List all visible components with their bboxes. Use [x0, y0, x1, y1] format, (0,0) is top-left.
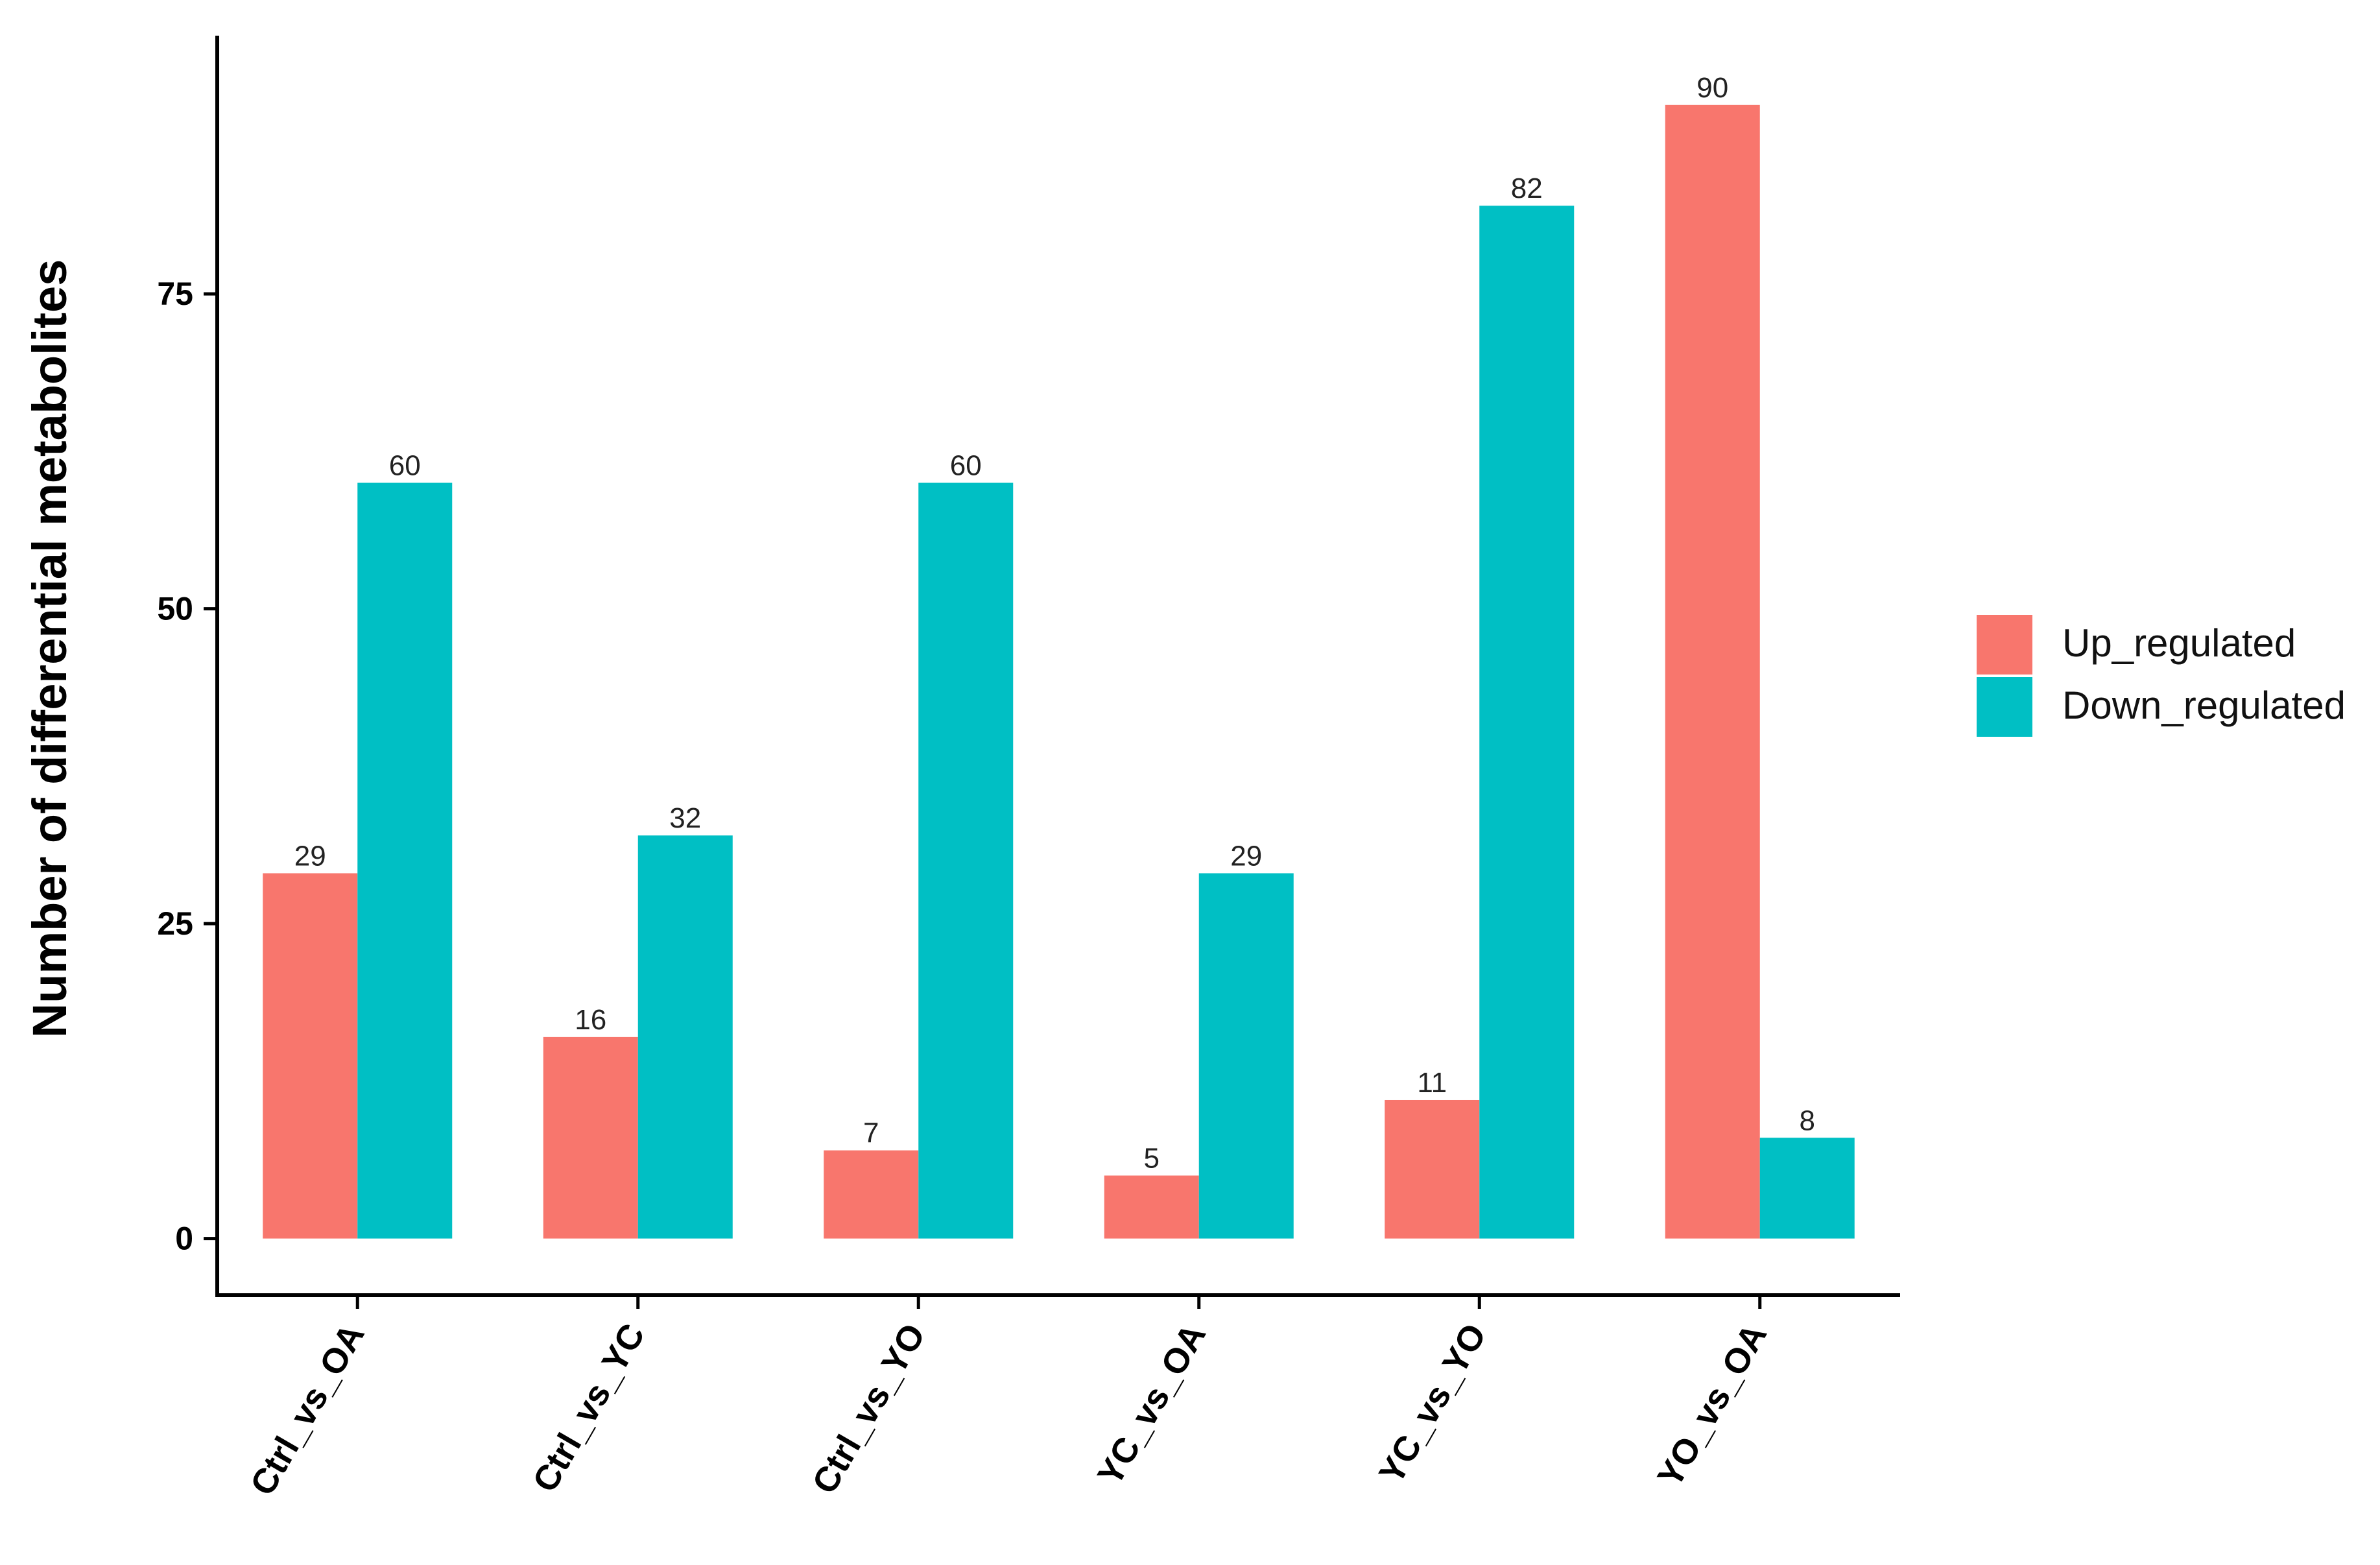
bar-down-regulated-ctrl-vs-yo	[918, 483, 1014, 1239]
data-label: 29	[1230, 840, 1262, 872]
data-label: 5	[1144, 1143, 1160, 1175]
x-tick-label: YC_vs_OA	[1090, 1317, 1213, 1492]
bar-down-regulated-ctrl-vs-yc	[637, 835, 733, 1239]
data-label: 82	[1511, 173, 1543, 204]
legend-label: Down_regulated	[2062, 684, 2346, 727]
x-tick-label: YC_vs_YO	[1372, 1317, 1494, 1490]
y-tick-label: 0	[175, 1221, 193, 1257]
y-tick-label: 50	[157, 591, 193, 627]
data-label: 32	[669, 802, 701, 834]
data-label: 11	[1417, 1067, 1447, 1099]
bar-down-regulated-yc-vs-oa	[1198, 873, 1294, 1239]
bars-layer	[263, 104, 1855, 1239]
y-tick-label: 75	[157, 276, 193, 312]
bar-up-regulated-ctrl-vs-yc	[543, 1036, 638, 1239]
data-label: 90	[1696, 72, 1728, 104]
axes-layer	[215, 36, 1900, 1297]
bar-up-regulated-ctrl-vs-yo	[824, 1150, 919, 1239]
data-label: 7	[863, 1117, 879, 1149]
legend-label: Up_regulated	[2062, 621, 2296, 665]
data-label: 60	[950, 449, 982, 481]
x-tick-label: Ctrl_vs_OA	[243, 1317, 372, 1502]
x-tick-label: YO_vs_OA	[1650, 1317, 1775, 1494]
data-label: 16	[575, 1004, 606, 1036]
bar-down-regulated-yo-vs-oa	[1759, 1138, 1855, 1239]
bar-down-regulated-ctrl-vs-oa	[357, 483, 453, 1239]
x-tick-label: Ctrl_vs_YO	[805, 1317, 933, 1500]
bar-up-regulated-yo-vs-oa	[1665, 104, 1760, 1239]
data-label: 29	[294, 840, 326, 872]
x-tick-label: Ctrl_vs_YC	[525, 1317, 652, 1499]
data-labels-layer: 29 60 16 32 7 60 5 29 11 82 90 8	[294, 72, 1815, 1175]
x-ticks-layer: Ctrl_vs_OA Ctrl_vs_YC Ctrl_vs_YO YC_vs_OA YC…	[243, 1295, 1775, 1502]
legend-swatch-down-regulated	[1977, 677, 2032, 737]
data-label: 8	[1800, 1105, 1815, 1136]
bar-down-regulated-yc-vs-yo	[1479, 206, 1575, 1239]
legend: Up_regulated Down_regulated	[1977, 615, 2346, 737]
legend-swatch-up-regulated	[1977, 615, 2032, 675]
bar-up-regulated-yc-vs-oa	[1104, 1175, 1199, 1239]
y-ticks-layer: 0 25 50 75	[157, 276, 217, 1257]
y-tick-label: 25	[157, 905, 193, 942]
bar-up-regulated-yc-vs-yo	[1385, 1099, 1480, 1239]
bar-up-regulated-ctrl-vs-oa	[263, 873, 358, 1239]
y-axis-label: Number of differential metabolites	[23, 259, 77, 1038]
data-label: 60	[389, 449, 421, 481]
